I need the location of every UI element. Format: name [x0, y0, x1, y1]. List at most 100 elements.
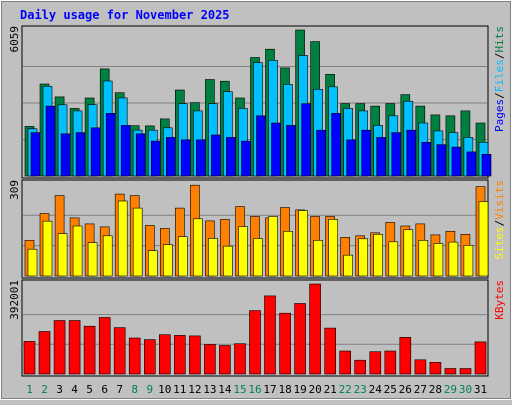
bar-pages-day-12 — [196, 139, 206, 177]
bar-pages-day-11 — [181, 139, 191, 177]
bar-pages-day-29 — [451, 146, 462, 177]
panel-visits-sites: 309 Sites/Visits — [8, 179, 506, 279]
bar-pages-day-24 — [376, 137, 387, 177]
bar-kbytes-day-29 — [444, 368, 457, 375]
bar-pages-day-19 — [301, 103, 311, 177]
bar-pages-day-13 — [211, 134, 221, 177]
day-label-14: 14 — [218, 383, 232, 396]
bar-pages-day-6 — [105, 113, 116, 177]
day-label-19: 19 — [293, 383, 306, 396]
bar-pages-day-2 — [45, 105, 56, 177]
bar-kbytes-day-10 — [159, 334, 171, 375]
day-label-29: 29 — [444, 383, 457, 396]
bar-kbytes-day-3 — [53, 320, 66, 375]
day-label-1: 1 — [26, 383, 33, 396]
chart-title: Daily usage for November 2025 — [20, 8, 230, 22]
bar-pages-day-18 — [286, 125, 296, 177]
bar-sites-day-4 — [72, 225, 83, 277]
bar-sites-day-15 — [238, 226, 248, 277]
day-label-26: 26 — [399, 383, 412, 396]
bar-kbytes-day-15 — [234, 343, 246, 375]
day-label-5: 5 — [86, 383, 93, 396]
day-label-28: 28 — [429, 383, 442, 396]
series-pages — [30, 103, 492, 177]
bar-sites-day-30 — [463, 245, 474, 277]
day-label-6: 6 — [101, 383, 108, 396]
bar-sites-day-5 — [87, 242, 98, 277]
bar-pages-day-22 — [346, 139, 357, 177]
day-label-12: 12 — [188, 383, 201, 396]
bar-sites-day-25 — [388, 241, 399, 277]
bar-kbytes-day-30 — [459, 368, 472, 375]
bar-kbytes-day-7 — [113, 327, 126, 375]
day-label-20: 20 — [308, 383, 321, 396]
bar-sites-day-31 — [478, 201, 489, 277]
day-label-25: 25 — [384, 383, 397, 396]
panel-kbytes: 392001 KBytes — [8, 279, 506, 377]
bar-sites-day-24 — [373, 234, 384, 277]
bar-pages-day-1 — [30, 132, 41, 177]
bar-pages-day-15 — [241, 140, 251, 177]
bar-kbytes-day-12 — [189, 335, 201, 375]
day-label-18: 18 — [278, 383, 291, 396]
bar-pages-day-16 — [256, 115, 266, 177]
bar-kbytes-day-19 — [294, 303, 306, 375]
bar-sites-day-6 — [102, 235, 113, 277]
bar-kbytes-day-26 — [399, 336, 412, 375]
day-label-31: 31 — [474, 383, 487, 396]
series-label-part: Hits — [493, 26, 506, 53]
bar-sites-day-11 — [178, 236, 188, 277]
bar-sites-day-1 — [27, 248, 38, 277]
panel-max-label: 392001 — [8, 280, 21, 320]
day-label-21: 21 — [324, 383, 337, 396]
series-label-part: Sites — [493, 226, 506, 259]
bar-pages-day-25 — [391, 132, 402, 177]
bar-pages-day-10 — [166, 137, 176, 177]
bar-sites-day-7 — [117, 200, 128, 277]
bar-sites-day-23 — [358, 238, 369, 277]
bar-kbytes-day-24 — [369, 351, 382, 375]
bar-sites-day-22 — [343, 254, 354, 277]
bar-sites-day-18 — [283, 231, 293, 277]
day-label-23: 23 — [354, 383, 367, 396]
day-label-13: 13 — [203, 383, 216, 396]
bar-pages-day-28 — [436, 144, 447, 177]
bar-sites-day-3 — [57, 233, 68, 277]
bar-kbytes-day-25 — [384, 350, 397, 375]
series-label-part: KBytes — [493, 280, 506, 320]
series-label-part: Visits — [493, 180, 506, 220]
panel-series-label: Sites/Visits — [493, 180, 506, 260]
bar-kbytes-day-11 — [174, 335, 186, 375]
bar-sites-day-13 — [208, 238, 218, 277]
bar-kbytes-day-5 — [83, 325, 96, 375]
bar-sites-day-17 — [268, 216, 278, 277]
bar-kbytes-day-31 — [474, 341, 487, 375]
bar-sites-day-20 — [313, 240, 323, 277]
series-label-part: / — [493, 92, 506, 99]
bar-pages-day-4 — [75, 132, 86, 177]
bar-kbytes-day-16 — [249, 310, 261, 375]
bar-sites-day-14 — [223, 245, 233, 277]
bar-pages-day-20 — [316, 129, 326, 177]
bar-pages-day-5 — [90, 127, 101, 177]
bar-kbytes-day-18 — [279, 312, 291, 375]
series-kbytes — [23, 283, 487, 375]
bar-kbytes-day-23 — [354, 359, 367, 375]
panel-max-label: 6059 — [8, 26, 21, 53]
bar-sites-day-21 — [328, 219, 338, 277]
bar-pages-day-17 — [271, 122, 281, 177]
day-label-30: 30 — [459, 383, 472, 396]
bar-kbytes-day-4 — [68, 320, 81, 375]
bar-sites-day-29 — [448, 241, 459, 277]
bar-sites-day-28 — [433, 243, 444, 277]
bar-kbytes-day-8 — [128, 337, 141, 375]
bar-sites-day-16 — [253, 238, 263, 277]
series-label-part: / — [493, 53, 506, 60]
day-label-4: 4 — [71, 383, 78, 396]
series-sites — [27, 200, 489, 277]
bar-kbytes-day-20 — [309, 283, 321, 375]
series-label-part: Pages — [493, 99, 506, 132]
bar-pages-day-23 — [361, 129, 372, 177]
